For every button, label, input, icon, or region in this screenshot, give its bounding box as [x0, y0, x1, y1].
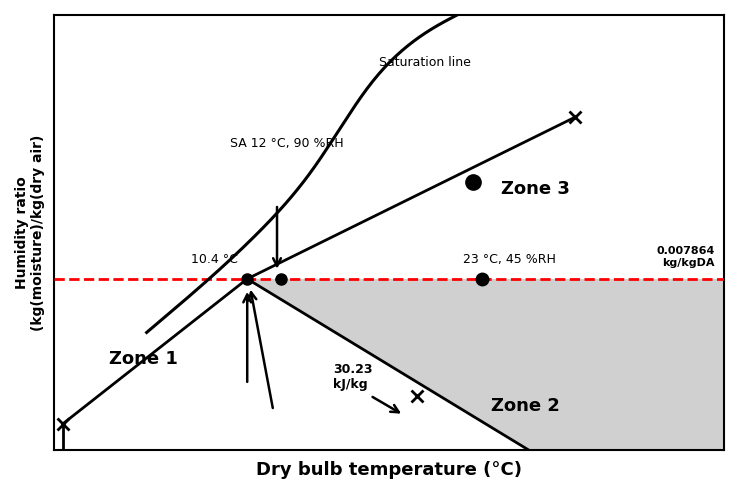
Text: 30.23
kJ/kg: 30.23 kJ/kg — [333, 363, 372, 391]
Text: 23 °C, 45 %RH: 23 °C, 45 %RH — [463, 253, 556, 266]
Polygon shape — [248, 279, 724, 450]
Text: 10.4 °C: 10.4 °C — [191, 253, 238, 266]
Text: 0.007864
kg/kgDA: 0.007864 kg/kgDA — [656, 247, 715, 268]
Text: Zone 1: Zone 1 — [109, 350, 178, 368]
X-axis label: Dry bulb temperature (°C): Dry bulb temperature (°C) — [256, 461, 522, 479]
Text: Saturation line: Saturation line — [379, 56, 471, 69]
Text: Zone 2: Zone 2 — [491, 397, 560, 415]
Text: Zone 3: Zone 3 — [500, 180, 569, 198]
Y-axis label: Humidity ratio
(kg(moisture)/kg(dry air): Humidity ratio (kg(moisture)/kg(dry air) — [15, 134, 45, 330]
Text: SA 12 °C, 90 %RH: SA 12 °C, 90 %RH — [231, 137, 344, 150]
